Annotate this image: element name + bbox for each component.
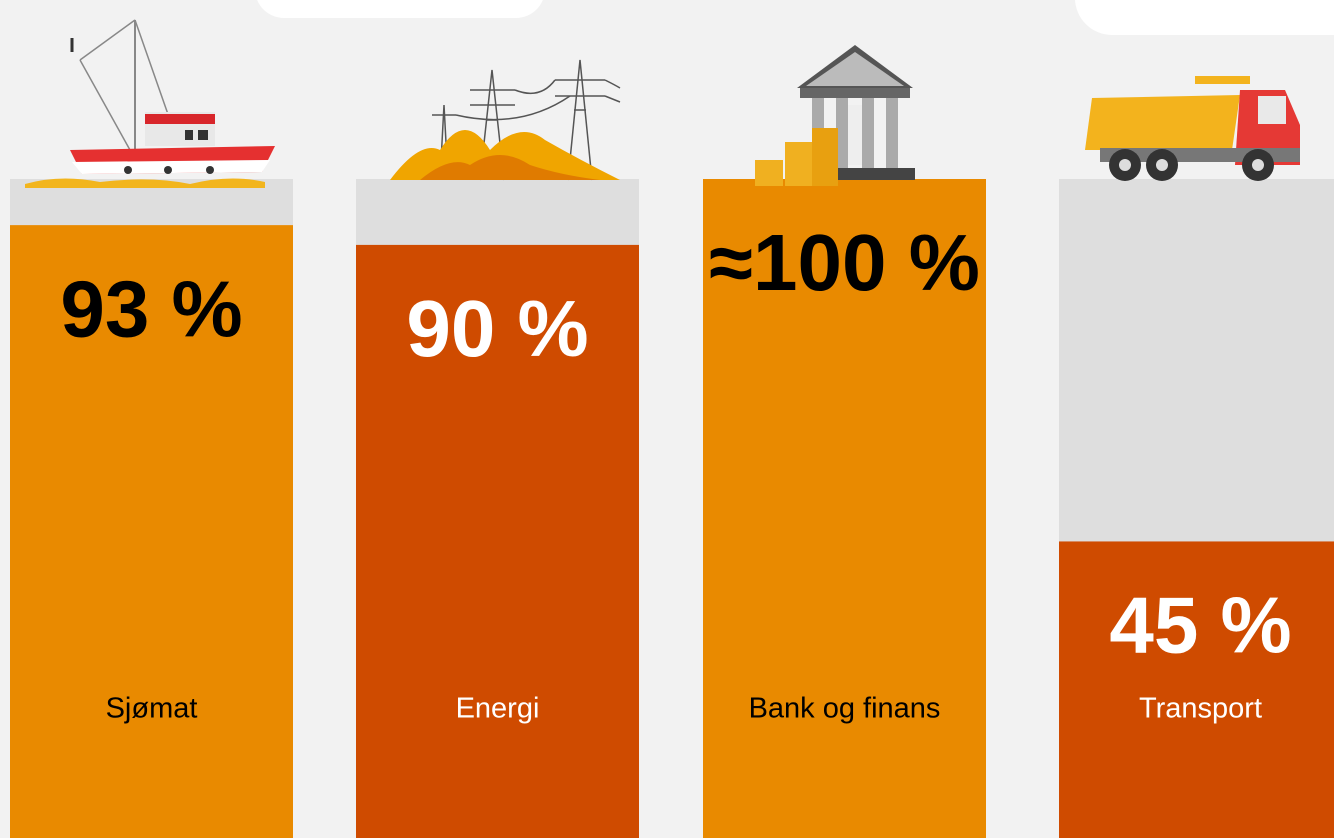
bank-icon (755, 45, 915, 186)
category-label: Bank og finans (749, 693, 941, 725)
bar (703, 179, 986, 838)
value-label: 90 % (406, 284, 588, 373)
truck-icon (1085, 76, 1300, 181)
bar (10, 225, 293, 838)
value-label: ≈100 % (709, 218, 980, 307)
value-label: 93 % (60, 264, 242, 353)
decor-blob (1075, 0, 1334, 35)
category-label: Transport (1139, 693, 1262, 725)
category-label: Energi (456, 693, 540, 725)
bar (356, 244, 639, 838)
decor-blob (257, 0, 543, 18)
energy-icon (390, 59, 621, 181)
value-label: 45 % (1109, 581, 1291, 670)
category-label: Sjømat (106, 693, 198, 725)
bar (1059, 541, 1334, 838)
boat-icon (25, 19, 275, 188)
bars: 93 % Sjømat 90 % Energi ≈100 % Bank og finans… (10, 179, 1334, 838)
